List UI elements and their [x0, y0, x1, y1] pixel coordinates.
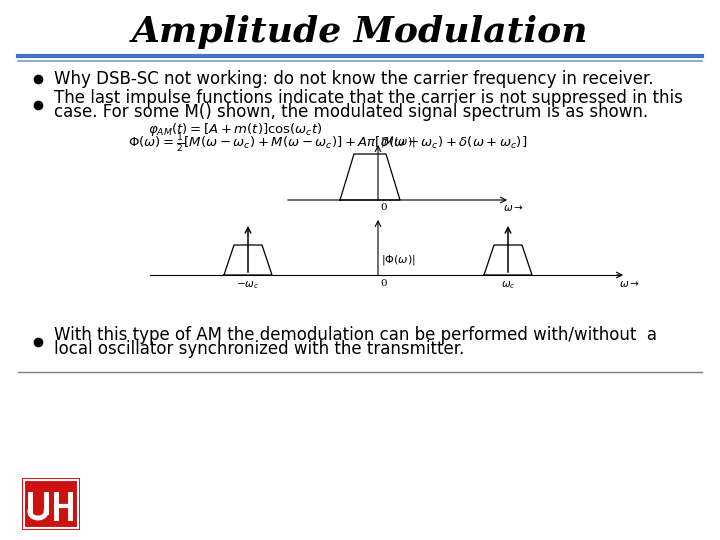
- Text: The last impulse functions indicate that the carrier is not suppressed in this: The last impulse functions indicate that…: [54, 89, 683, 107]
- Text: local oscillator synchronized with the transmitter.: local oscillator synchronized with the t…: [54, 340, 464, 358]
- Text: Amplitude Modulation: Amplitude Modulation: [132, 15, 588, 49]
- Text: $\omega \rightarrow$: $\omega \rightarrow$: [503, 203, 524, 213]
- Text: Why DSB-SC not working: do not know the carrier frequency in receiver.: Why DSB-SC not working: do not know the …: [54, 70, 654, 88]
- Text: $\varphi_{AM}(t)=[A+m(t)]\cos(\omega_c t)$: $\varphi_{AM}(t)=[A+m(t)]\cos(\omega_c t…: [148, 122, 323, 138]
- Text: 0: 0: [380, 203, 387, 212]
- Text: $\Phi(\omega)=\frac{1}{2}\left[M(\omega-\omega_c)+M(\omega-\omega_c)\right]+A\pi: $\Phi(\omega)=\frac{1}{2}\left[M(\omega-…: [128, 133, 527, 155]
- Text: $|M(\omega)|$: $|M(\omega)|$: [380, 135, 415, 149]
- Bar: [22, 478, 80, 530]
- Text: $|\Phi(\omega)|$: $|\Phi(\omega)|$: [381, 253, 415, 267]
- Text: $\omega_c$: $\omega_c$: [500, 279, 516, 291]
- Text: $\omega \rightarrow$: $\omega \rightarrow$: [619, 279, 640, 289]
- Text: 0: 0: [380, 279, 387, 288]
- Bar: [24, 480, 78, 528]
- Text: $-\omega_c$: $-\omega_c$: [236, 279, 260, 291]
- Text: With this type of AM the demodulation can be performed with/without  a: With this type of AM the demodulation ca…: [54, 326, 657, 344]
- Text: case. For some M() shown, the modulated signal spectrum is as shown.: case. For some M() shown, the modulated …: [54, 103, 648, 121]
